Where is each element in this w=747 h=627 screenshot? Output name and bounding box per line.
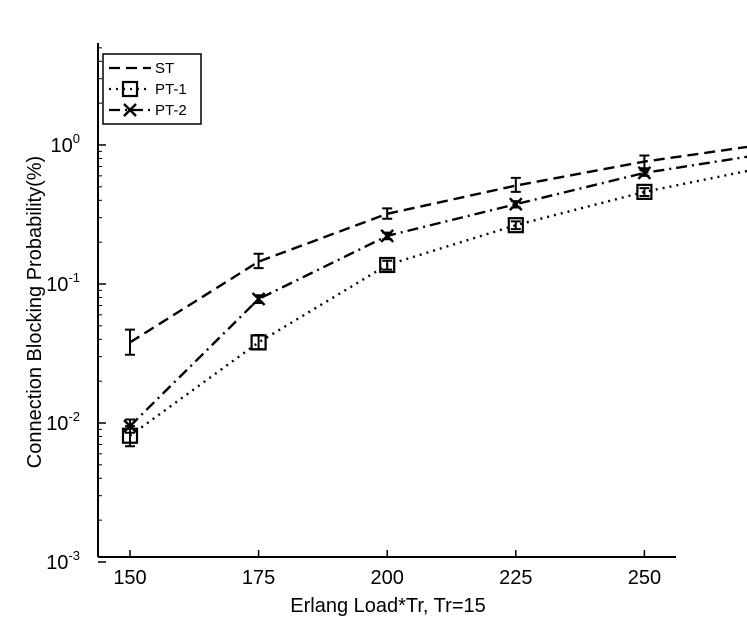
- y-tick-base: 10: [46, 413, 68, 435]
- series-line: [129, 145, 747, 344]
- series-line: [129, 169, 747, 437]
- x-tick-label: 225: [499, 567, 532, 589]
- x-axis-label: Erlang Load*Tr, Tr=15: [290, 595, 486, 617]
- series-st: [125, 145, 747, 356]
- error-bar: [639, 187, 650, 197]
- x-tick-label: 250: [628, 567, 661, 589]
- square-marker: [379, 256, 396, 274]
- legend-label: PT-2: [155, 102, 187, 119]
- legend-entry: PT-1: [109, 80, 187, 98]
- error-bar: [382, 259, 393, 271]
- error-bar: [382, 207, 393, 220]
- y-tick-base: 10: [46, 552, 68, 574]
- x-tick-label: 175: [242, 567, 275, 589]
- x-marker: [251, 292, 266, 306]
- y-tick-label: 100: [51, 131, 80, 157]
- y-axis-label: Connection Blocking Probability(%): [24, 156, 46, 468]
- series-line: [129, 155, 747, 427]
- series-layer: [121, 145, 747, 448]
- error-bar: [253, 252, 264, 270]
- square-marker: [636, 183, 653, 200]
- y-tick-exponent: -3: [68, 548, 80, 563]
- x-marker: [637, 166, 652, 180]
- y-tick-exponent: 0: [73, 131, 80, 146]
- x-tick-label: 200: [371, 567, 404, 589]
- legend-label: PT-1: [155, 81, 187, 98]
- series-pt-2: [123, 155, 747, 434]
- error-bar: [510, 176, 521, 193]
- square-marker: [250, 334, 267, 351]
- error-bar: [125, 328, 135, 356]
- square-marker: [507, 217, 524, 234]
- x-tick-label: 150: [113, 567, 146, 589]
- x-marker: [380, 229, 395, 243]
- legend-entry: PT-2: [109, 102, 187, 119]
- y-tick-exponent: -1: [68, 270, 80, 285]
- error-bar: [510, 220, 521, 231]
- legend-label: ST: [155, 60, 174, 77]
- legend-x-marker: [123, 103, 137, 117]
- legend-box: [102, 53, 202, 125]
- legend: ST PT-1 PT-2: [102, 53, 202, 125]
- series-pt-1: [121, 169, 747, 448]
- y-tick-base: 10: [46, 274, 68, 296]
- y-tick-label: 10-3: [46, 548, 80, 574]
- y-tick-base: 10: [51, 135, 73, 157]
- error-bar: [253, 333, 264, 351]
- x-marker: [123, 419, 137, 433]
- legend-square-marker: [121, 80, 139, 98]
- axes: 15017520022525027530032535010010-110-210…: [46, 43, 676, 589]
- y-tick-exponent: -2: [68, 409, 80, 424]
- y-tick-label: 10-1: [46, 270, 80, 296]
- legend-entry: ST: [109, 60, 174, 77]
- x-marker: [508, 197, 523, 212]
- y-tick-label: 10-2: [46, 409, 80, 435]
